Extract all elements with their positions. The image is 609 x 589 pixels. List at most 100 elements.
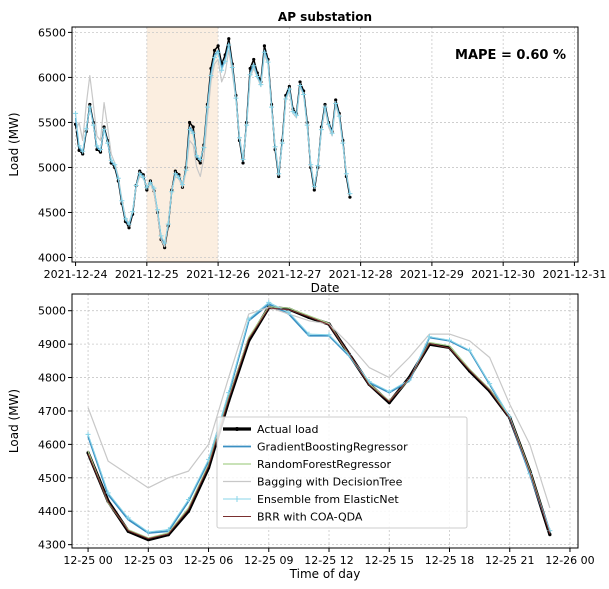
data-point	[145, 529, 151, 535]
data-point	[336, 113, 342, 119]
data-point	[258, 82, 264, 88]
data-point	[261, 49, 267, 55]
data-point	[165, 221, 171, 227]
data-point	[252, 57, 256, 62]
data-point	[227, 37, 231, 41]
data-point	[315, 163, 321, 169]
data-point	[130, 209, 136, 215]
data-point	[487, 381, 493, 387]
data-point	[333, 101, 339, 107]
data-point	[251, 63, 257, 69]
data-point	[90, 122, 96, 128]
data-point	[73, 110, 79, 116]
data-point	[208, 73, 214, 79]
data-point	[204, 104, 210, 110]
x-tick-label: 12-26 00	[545, 554, 594, 567]
data-point	[145, 188, 149, 192]
y-tick-label: 4500	[38, 472, 66, 485]
data-point	[318, 127, 324, 133]
data-point	[102, 125, 106, 129]
legend-marker	[234, 496, 240, 502]
data-point	[198, 161, 202, 165]
data-point	[138, 169, 142, 173]
plot-frame	[71, 293, 579, 549]
data-point	[122, 216, 128, 222]
data-point	[212, 48, 217, 53]
data-point	[298, 80, 302, 84]
data-point	[115, 175, 121, 181]
x-tick-label: 2021-12-30	[471, 268, 535, 281]
data-point	[88, 102, 92, 107]
data-point	[105, 140, 111, 146]
series-line-brr-with-coa-qda	[87, 307, 551, 540]
data-point	[229, 65, 235, 71]
data-point	[426, 334, 432, 340]
data-point	[163, 245, 167, 250]
x-tick-label: 12-25 00	[63, 554, 112, 567]
series-line-randomforestregressor	[87, 306, 551, 539]
data-point	[301, 92, 307, 98]
data-point	[185, 497, 191, 503]
data-point	[348, 195, 352, 199]
legend-label: Bagging with DecisionTree	[257, 476, 403, 489]
data-point	[272, 144, 278, 150]
data-point	[233, 95, 239, 101]
series-bagging-with-decisiontree	[87, 306, 551, 509]
data-point	[262, 44, 267, 48]
data-point	[215, 49, 221, 55]
data-point	[326, 121, 332, 127]
data-point	[125, 515, 131, 521]
y-tick-label: 4900	[38, 338, 66, 351]
data-point	[190, 130, 196, 136]
data-point	[287, 84, 291, 89]
data-point	[80, 148, 86, 154]
data-point	[219, 67, 225, 73]
data-point	[247, 72, 253, 78]
data-point	[191, 125, 195, 129]
y-tick-label: 4600	[38, 438, 66, 451]
data-point	[108, 157, 114, 163]
data-point	[126, 221, 132, 227]
data-point	[172, 171, 178, 177]
y-tick-label: 5000	[38, 161, 66, 174]
data-point	[187, 120, 192, 125]
data-point	[101, 127, 107, 133]
data-point	[226, 390, 232, 396]
data-point	[297, 83, 303, 89]
data-point	[147, 180, 153, 186]
data-point	[240, 156, 246, 162]
data-point	[183, 167, 189, 173]
legend: Actual load GradientBoostingRegressor Rand…	[216, 416, 468, 529]
data-point	[158, 233, 164, 239]
data-point	[155, 207, 161, 213]
data-point	[162, 240, 168, 246]
data-point	[547, 528, 553, 534]
data-point	[308, 162, 314, 168]
legend-box	[216, 416, 468, 529]
legend-item-gradientboostingregressor: GradientBoostingRegressor	[223, 441, 408, 454]
chart-title: AP substation	[278, 10, 372, 24]
legend-item-bagging-with-decisiontree: Bagging with DecisionTree	[223, 476, 403, 489]
x-tick-label: 12-25 03	[124, 554, 173, 567]
data-point	[133, 182, 139, 188]
data-point	[246, 316, 252, 322]
legend-label: Ensemble from ElasticNet	[257, 493, 399, 506]
data-point	[286, 86, 292, 92]
y-axis-label: Load (MW)	[7, 389, 21, 453]
data-point	[85, 431, 91, 437]
data-point	[347, 191, 353, 197]
data-point	[112, 162, 118, 168]
x-tick-label: 2021-12-29	[400, 268, 464, 281]
legend-item-actual-load: Actual load	[223, 423, 318, 436]
data-point	[105, 490, 111, 496]
x-tick-label: 12-25 12	[304, 554, 353, 567]
data-point	[269, 104, 275, 110]
x-tick-label: 12-25 15	[365, 554, 414, 567]
y-tick-label: 4500	[38, 206, 66, 219]
data-point	[387, 401, 391, 405]
data-point	[98, 150, 103, 154]
data-point	[467, 347, 473, 353]
data-point	[176, 174, 182, 180]
x-tick-label: 2021-12-24	[44, 268, 108, 281]
y-tick-label: 4400	[38, 505, 66, 518]
